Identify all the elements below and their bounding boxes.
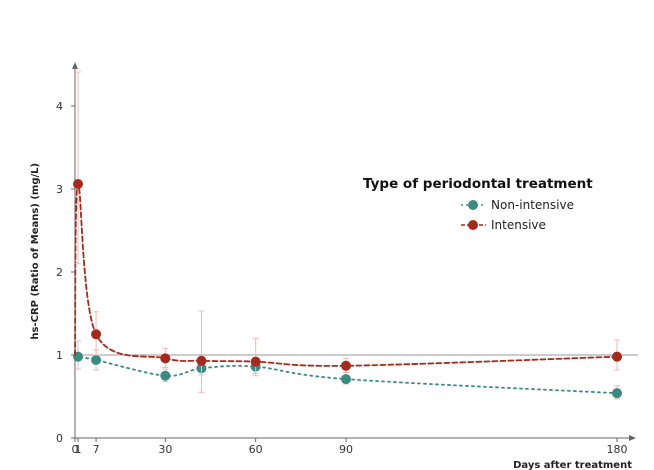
y-tick-label: 2 <box>56 266 63 279</box>
data-point <box>612 388 622 399</box>
y-tick-label: 3 <box>56 183 63 196</box>
x-tick-label: 30 <box>158 443 172 456</box>
series-intensive <box>73 71 622 393</box>
data-point <box>341 374 351 385</box>
x-tick-label: 180 <box>607 443 628 456</box>
y-tick-label: 4 <box>56 100 63 113</box>
y-axis-arrow <box>72 62 78 69</box>
data-point <box>341 360 351 371</box>
legend: Type of periodontal treatment Non-intensi… <box>363 176 593 232</box>
data-point <box>196 355 207 366</box>
data-point <box>250 356 261 367</box>
data-point <box>612 351 622 362</box>
series-layer <box>73 71 622 400</box>
legend-title: Type of periodontal treatment <box>363 176 593 192</box>
data-point <box>73 179 84 190</box>
data-point <box>160 370 171 381</box>
data-point <box>91 329 102 340</box>
x-axis-arrow <box>629 435 636 441</box>
y-tick-label: 0 <box>56 432 63 445</box>
x-tick-label: 1 <box>75 443 82 456</box>
legend-marker-intensive <box>468 220 478 230</box>
series-non-intensive <box>73 340 622 400</box>
y-tick-label: 1 <box>56 349 63 362</box>
y-axis-title: hs-CRP (Ratio of Means) (mg/L) <box>30 163 41 340</box>
data-point <box>160 353 171 364</box>
legend-label-non-intensive: Non-intensive <box>491 198 574 212</box>
x-axis-title: Days after treatment <box>513 460 632 470</box>
data-point <box>91 354 102 365</box>
x-tick-label: 0 <box>72 443 79 456</box>
x-tick-label: 90 <box>339 443 353 456</box>
legend-label-intensive: Intensive <box>491 218 546 232</box>
x-tick-label: 7 <box>93 443 100 456</box>
x-tick-label: 60 <box>249 443 263 456</box>
legend-marker-non-intensive <box>468 200 478 210</box>
